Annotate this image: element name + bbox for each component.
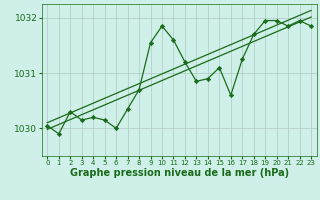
X-axis label: Graphe pression niveau de la mer (hPa): Graphe pression niveau de la mer (hPa): [70, 168, 289, 178]
